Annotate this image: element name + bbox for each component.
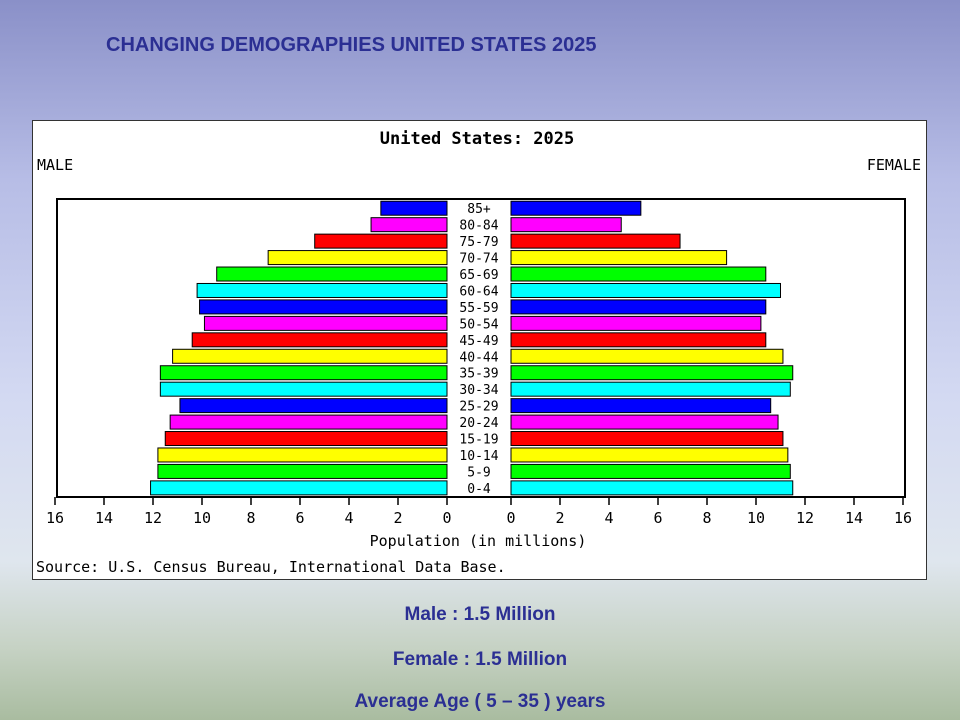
x-tick-label: 10 — [747, 509, 765, 527]
age-group-label: 60-64 — [459, 284, 498, 299]
age-group-label: 40-44 — [459, 350, 498, 365]
male-bar-75-79 — [314, 233, 448, 249]
female-bar-40-44 — [510, 348, 784, 364]
male-bar-5-9 — [157, 463, 448, 479]
female-bar-5-9 — [510, 463, 791, 479]
x-tick-label: 12 — [144, 509, 162, 527]
pyramid-svg: United States: 2025 MALE FEMALE 85+ 80-84… — [36, 129, 921, 576]
male-bar-50-54 — [203, 315, 448, 331]
female-bar-10-14 — [510, 447, 789, 463]
male-bar-0-4 — [150, 480, 448, 496]
male-bar-20-24 — [169, 414, 448, 430]
female-bar-55-59 — [510, 299, 767, 315]
x-tick-label: 0 — [442, 509, 451, 527]
age-group-label: 70-74 — [459, 252, 498, 267]
x-tick-label: 4 — [604, 509, 613, 527]
x-tick-label: 8 — [246, 509, 255, 527]
female-bar-85+ — [510, 200, 642, 216]
age-group-label: 25-29 — [459, 400, 498, 415]
x-tick-label: 16 — [46, 509, 64, 527]
male-bar-60-64 — [196, 282, 448, 298]
x-tick-label: 6 — [295, 509, 304, 527]
age-group-label: 10-14 — [459, 449, 498, 464]
plot-frame — [56, 198, 906, 498]
male-bar-85+ — [380, 200, 448, 216]
x-tick-label: 16 — [894, 509, 912, 527]
female-bar-45-49 — [510, 332, 767, 348]
female-bar-20-24 — [510, 414, 779, 430]
source-note: Source: U.S. Census Bureau, Internationa… — [36, 558, 506, 576]
male-bar-25-29 — [179, 398, 448, 414]
female-bar-60-64 — [510, 282, 781, 298]
male-bar-45-49 — [191, 332, 448, 348]
chart-title: United States: 2025 — [380, 129, 574, 149]
female-bar-50-54 — [510, 315, 762, 331]
age-group-label: 0-4 — [467, 482, 491, 497]
age-group-label: 75-79 — [459, 235, 498, 250]
male-bar-65-69 — [216, 266, 448, 282]
x-tick-label: 6 — [653, 509, 662, 527]
male-bar-30-34 — [159, 381, 448, 397]
x-tick-label: 8 — [702, 509, 711, 527]
population-pyramid-chart: United States: 2025 MALE FEMALE 85+ 80-84… — [32, 120, 927, 580]
age-group-label: 30-34 — [459, 383, 498, 398]
age-group-label: 65-69 — [459, 268, 498, 283]
male-caption: Male : 1.5 Million — [404, 604, 556, 625]
x-tick-label: 0 — [506, 509, 515, 527]
x-tick-label: 14 — [95, 509, 113, 527]
female-label: FEMALE — [867, 156, 921, 174]
average-age-caption: Average Age ( 5 – 35 ) years — [354, 691, 606, 712]
male-bar-10-14 — [157, 447, 448, 463]
male-bar-70-74 — [267, 250, 448, 266]
age-group-label: 20-24 — [459, 416, 498, 431]
age-group-label: 80-84 — [459, 219, 498, 234]
age-group-label: 5-9 — [467, 465, 490, 480]
female-bar-15-19 — [510, 431, 784, 447]
male-bar-55-59 — [199, 299, 448, 315]
age-group-label: 50-54 — [459, 317, 498, 332]
female-caption: Female : 1.5 Million — [392, 649, 568, 670]
female-bar-80-84 — [510, 217, 622, 233]
male-bar-80-84 — [370, 217, 448, 233]
female-bar-70-74 — [510, 250, 728, 266]
female-bar-0-4 — [510, 480, 794, 496]
slide-title: CHANGING DEMOGRAPHIES UNITED STATES 2025 — [106, 34, 597, 56]
male-bar-15-19 — [164, 431, 448, 447]
female-bar-25-29 — [510, 398, 772, 414]
male-label: MALE — [37, 156, 73, 174]
x-tick-label: 12 — [796, 509, 814, 527]
x-tick-label: 2 — [555, 509, 564, 527]
female-bar-30-34 — [510, 381, 791, 397]
age-group-label: 55-59 — [459, 301, 498, 316]
female-bar-65-69 — [510, 266, 767, 282]
male-bar-40-44 — [172, 348, 448, 364]
age-group-label: 15-19 — [459, 433, 498, 448]
female-bar-35-39 — [510, 365, 794, 381]
x-tick-label: 4 — [344, 509, 353, 527]
axis-group: 16 14 12 10 8 6 4 2 0 0 2 4 6 8 10 12 14 16 — [46, 496, 912, 527]
x-axis-label: Population (in millions) — [370, 532, 587, 550]
x-tick-label: 2 — [393, 509, 402, 527]
x-tick-label: 10 — [193, 509, 211, 527]
age-group-label: 35-39 — [459, 367, 498, 382]
age-group-label: 85+ — [467, 202, 491, 217]
female-bar-75-79 — [510, 233, 681, 249]
age-group-label: 45-49 — [459, 334, 498, 349]
male-bar-35-39 — [159, 365, 448, 381]
x-tick-label: 14 — [845, 509, 863, 527]
